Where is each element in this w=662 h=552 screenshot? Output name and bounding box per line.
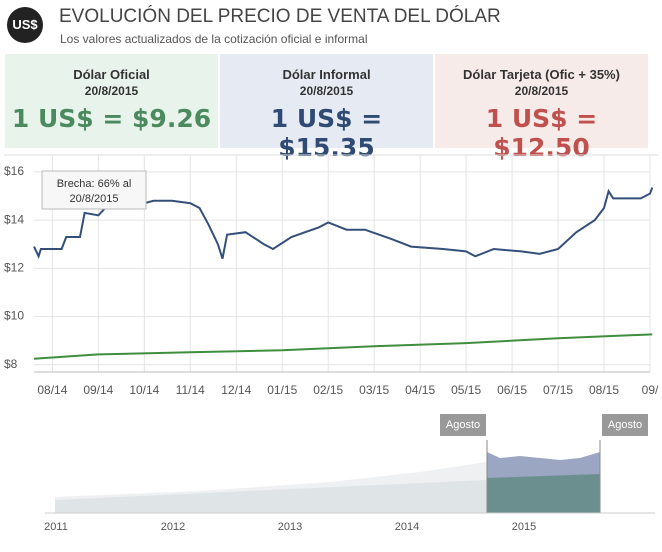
handle-label: Agosto (608, 419, 642, 431)
handle-label: Agosto (446, 419, 480, 431)
logo: US$ (7, 7, 43, 43)
x-tick-label: 02/15 (313, 383, 343, 397)
x-tick-label: 10/14 (129, 383, 159, 397)
tooltip (41, 170, 147, 210)
card-value: 1 US$ = $9.26 (11, 104, 212, 133)
y-tick-label: $14 (4, 212, 24, 226)
x-tick-label: 04/15 (405, 383, 435, 397)
price-card: Dólar Tarjeta (Ofic + 35%) 20/8/2015 1 US$… (435, 54, 648, 162)
x-tick-label: 05/15 (451, 383, 481, 397)
y-tick-label: $10 (4, 309, 24, 323)
x-tick-label: 03/15 (359, 383, 389, 397)
line-series (33, 333, 653, 360)
card-label: Dólar Informal (282, 67, 371, 82)
y-tick-label: $8 (4, 357, 18, 371)
tooltip-text: 20/8/2015 (70, 193, 119, 205)
card-date: 20/8/2015 (299, 84, 354, 98)
line-series (33, 187, 654, 260)
x-tick-label: 09/14 (83, 383, 113, 397)
y-tick-label: $12 (4, 260, 24, 274)
card-label: Dólar Oficial (73, 67, 150, 82)
card-date: 20/8/2015 (84, 84, 139, 98)
x-tick-label: 09/ (642, 383, 659, 397)
navigator: Agosto Agosto 2011 2012 2013 2014 2015 (44, 414, 655, 533)
price-card: Dólar Oficial 20/8/2015 1 US$ = $9.26 (5, 54, 218, 148)
navigator-year: 2011 (44, 521, 68, 533)
navigator-year: 2014 (395, 521, 419, 533)
y-tick-label: $16 (4, 164, 24, 178)
x-tick-label: 08/15 (589, 383, 619, 397)
x-tick-label: 12/14 (221, 383, 251, 397)
navigator-selected-oficial (487, 474, 600, 513)
card-date: 20/8/2015 (514, 84, 569, 98)
x-tick-label: 06/15 (497, 383, 527, 397)
title: EVOLUCIÓN DEL PRECIO DE VENTA DEL DÓLAR (59, 6, 501, 27)
navigator-handle[interactable] (602, 414, 648, 436)
card-value: 1 US$ = $12.50 (485, 104, 598, 162)
x-tick-label: 07/15 (543, 383, 573, 397)
navigator-year: 2012 (161, 521, 185, 533)
x-tick-label: 11/14 (176, 383, 205, 397)
card-label: Dólar Tarjeta (Ofic + 35%) (463, 67, 620, 82)
x-tick-label: 01/15 (267, 383, 297, 397)
card-value: 1 US$ = $15.35 (270, 104, 383, 162)
navigator-handle[interactable] (440, 414, 486, 436)
tooltip-text: Brecha: 66% al (57, 178, 132, 190)
price-card: Dólar Informal 20/8/2015 1 US$ = $15.35 (220, 54, 433, 162)
navigator-year: 2013 (278, 521, 302, 533)
x-tick-label: 08/14 (37, 383, 67, 397)
subtitle: Los valores actualizados de la cotizació… (60, 32, 368, 46)
navigator-year: 2015 (512, 521, 536, 533)
navigator-area-informal (55, 462, 487, 500)
